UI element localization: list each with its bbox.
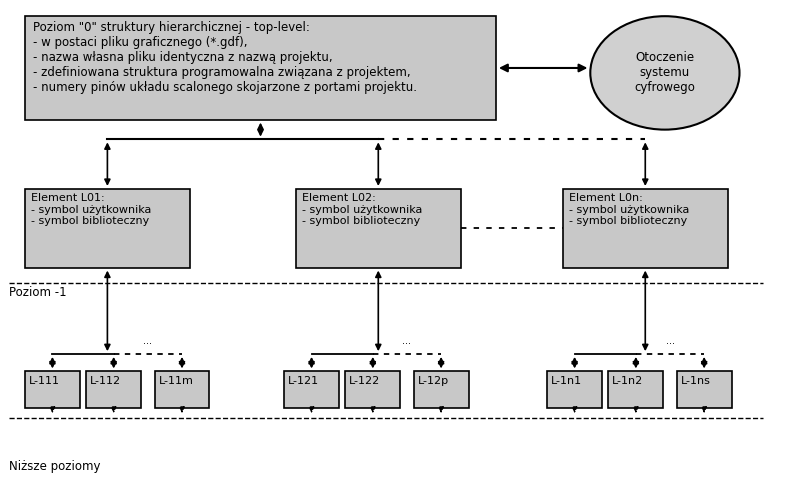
Text: L-1ns: L-1ns [681,376,711,386]
FancyBboxPatch shape [677,372,731,408]
Text: Element L0n:
- symbol użytkownika
- symbol biblioteczny: Element L0n: - symbol użytkownika - symb… [569,193,690,227]
Text: Otoczenie
systemu
cyfrowego: Otoczenie systemu cyfrowego [634,52,695,94]
Text: L-1n2: L-1n2 [612,376,644,386]
FancyBboxPatch shape [86,372,141,408]
FancyBboxPatch shape [414,372,469,408]
FancyBboxPatch shape [547,372,602,408]
FancyBboxPatch shape [563,189,728,268]
FancyBboxPatch shape [25,16,496,120]
FancyBboxPatch shape [25,372,80,408]
Text: Poziom "0" struktury hierarchicznej - top-level:
- w postaci pliku graficznego (: Poziom "0" struktury hierarchicznej - to… [33,21,417,94]
Text: L-11m: L-11m [158,376,193,386]
Text: Element L02:
- symbol użytkownika
- symbol biblioteczny: Element L02: - symbol użytkownika - symb… [302,193,422,227]
Text: L-121: L-121 [288,376,319,386]
Text: Poziom -1: Poziom -1 [9,287,67,300]
Text: ···: ··· [403,339,411,349]
FancyBboxPatch shape [608,372,663,408]
Text: ···: ··· [666,339,675,349]
Text: L-12p: L-12p [418,376,448,386]
FancyBboxPatch shape [296,189,461,268]
Text: L-112: L-112 [90,376,121,386]
Text: L-122: L-122 [349,376,381,386]
Text: L-111: L-111 [29,376,60,386]
Text: Niższe poziomy: Niższe poziomy [9,460,101,473]
FancyBboxPatch shape [345,372,400,408]
Text: ···: ··· [143,339,152,349]
Text: L-1n1: L-1n1 [551,376,582,386]
FancyBboxPatch shape [25,189,190,268]
FancyBboxPatch shape [284,372,339,408]
Text: Element L01:
- symbol użytkownika
- symbol biblioteczny: Element L01: - symbol użytkownika - symb… [32,193,151,227]
FancyBboxPatch shape [154,372,210,408]
Ellipse shape [590,16,739,129]
